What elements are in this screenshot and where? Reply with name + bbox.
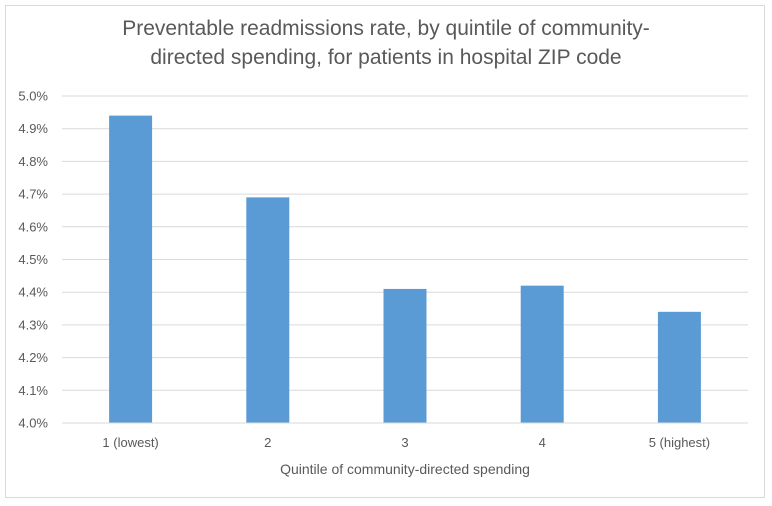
x-axis-label: Quintile of community-directed spending — [280, 461, 530, 477]
x-tick-label: 1 (lowest) — [102, 435, 158, 450]
x-tick-label: 5 (highest) — [649, 435, 710, 450]
bar — [246, 197, 290, 423]
y-tick-label: 4.4% — [18, 285, 48, 300]
x-tick-label: 3 — [401, 435, 408, 450]
y-tick-label: 4.7% — [18, 187, 48, 202]
y-tick-label: 5.0% — [18, 89, 48, 104]
y-axis-ticks: 4.0% 4.1% 4.2% 4.3% 4.4% 4.5% 4.6% 4.7% 4.8% 4.9%… — [18, 89, 48, 431]
y-tick-label: 4.8% — [18, 154, 48, 169]
y-tick-label: 4.0% — [18, 416, 48, 431]
bar — [657, 311, 701, 423]
bar — [383, 288, 427, 423]
x-tick-label: 2 — [264, 435, 271, 450]
y-tick-label: 4.6% — [18, 219, 48, 234]
y-tick-label: 4.1% — [18, 383, 48, 398]
chart-title: Preventable readmissions rate, by quinti… — [0, 14, 772, 72]
bar — [109, 115, 153, 424]
y-tick-label: 4.5% — [18, 252, 48, 267]
y-tick-label: 4.3% — [18, 317, 48, 332]
x-axis-ticks: 1 (lowest) 2 3 4 5 (highest) — [102, 435, 710, 450]
y-tick-label: 4.9% — [18, 121, 48, 136]
chart-title-line-2: directed spending, for patients in hospi… — [150, 46, 622, 69]
x-tick-label: 4 — [539, 435, 546, 450]
bar — [520, 285, 564, 423]
chart-title-line-1: Preventable readmissions rate, by quinti… — [122, 17, 650, 40]
y-tick-label: 4.2% — [18, 350, 48, 365]
bars — [109, 115, 701, 424]
